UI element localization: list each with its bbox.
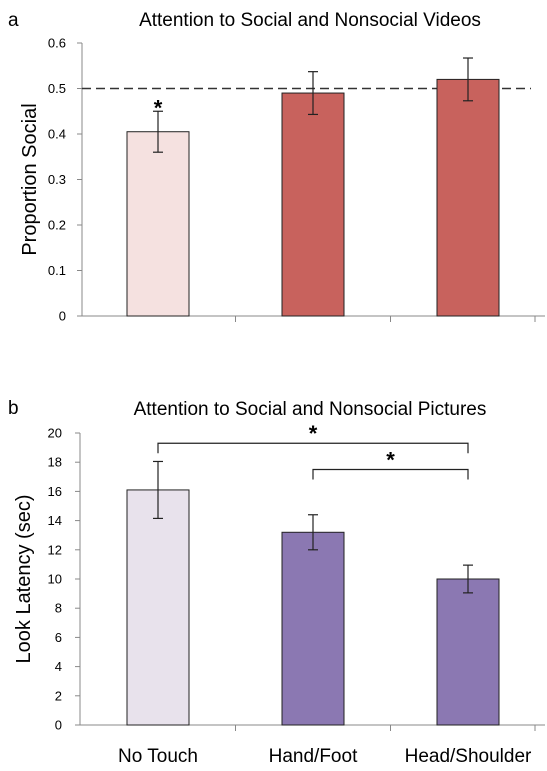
- y-tick-label: 0.1: [48, 263, 66, 278]
- bar-1: [126, 131, 190, 317]
- error-bar-1: [153, 460, 163, 520]
- y-tick-label: 18: [48, 455, 62, 470]
- error-bar-2: [308, 71, 318, 116]
- x-category-label: Hand/Foot: [269, 746, 358, 767]
- significance-star: *: [386, 448, 395, 473]
- error-bar-3: [463, 57, 473, 102]
- significance-star: *: [154, 95, 163, 120]
- panel-letter: b: [8, 398, 19, 419]
- chart-title: Attention to Social and Nonsocial Videos: [139, 10, 481, 31]
- y-tick-label: 4: [55, 659, 62, 674]
- panel-letter: a: [8, 10, 19, 31]
- y-tick-label: 0: [55, 718, 62, 733]
- significance-star: *: [309, 421, 318, 446]
- significance-bracket: [312, 468, 469, 480]
- y-tick-label: 8: [55, 601, 62, 616]
- y-tick-label: 0.2: [48, 218, 66, 233]
- bar-3: [436, 78, 500, 317]
- bar-2: [281, 531, 345, 726]
- bracket-line: [157, 442, 469, 454]
- y-tick-label: 14: [48, 513, 62, 528]
- error-bar-3: [463, 564, 473, 594]
- error-bar-1: [153, 110, 163, 153]
- error-bar-2: [308, 514, 318, 551]
- y-tick-label: 2: [55, 688, 62, 703]
- x-category-label: Head/Shoulder: [405, 746, 532, 767]
- y-tick-label: 10: [48, 572, 62, 587]
- bracket-line: [312, 468, 469, 480]
- y-axis-label: Proportion Social: [19, 103, 41, 255]
- y-tick-label: 0.5: [48, 81, 66, 96]
- bar-1: [126, 489, 190, 726]
- x-category-label: No Touch: [118, 746, 198, 767]
- y-tick-label: 12: [48, 542, 62, 557]
- y-tick-label: 6: [55, 630, 62, 645]
- y-tick-label: 20: [48, 426, 62, 441]
- significance-bracket: [157, 442, 469, 454]
- y-tick-label: 0.3: [48, 172, 66, 187]
- bar-3: [436, 578, 500, 726]
- y-axis-label: Look Latency (sec): [13, 495, 35, 664]
- y-tick-label: 0: [59, 309, 66, 324]
- y-tick-label: 0.6: [48, 36, 66, 51]
- bar-2: [281, 92, 345, 317]
- chart-title: Attention to Social and Nonsocial Pictur…: [134, 399, 487, 420]
- y-tick-label: 16: [48, 484, 62, 499]
- y-tick-label: 0.4: [48, 127, 66, 142]
